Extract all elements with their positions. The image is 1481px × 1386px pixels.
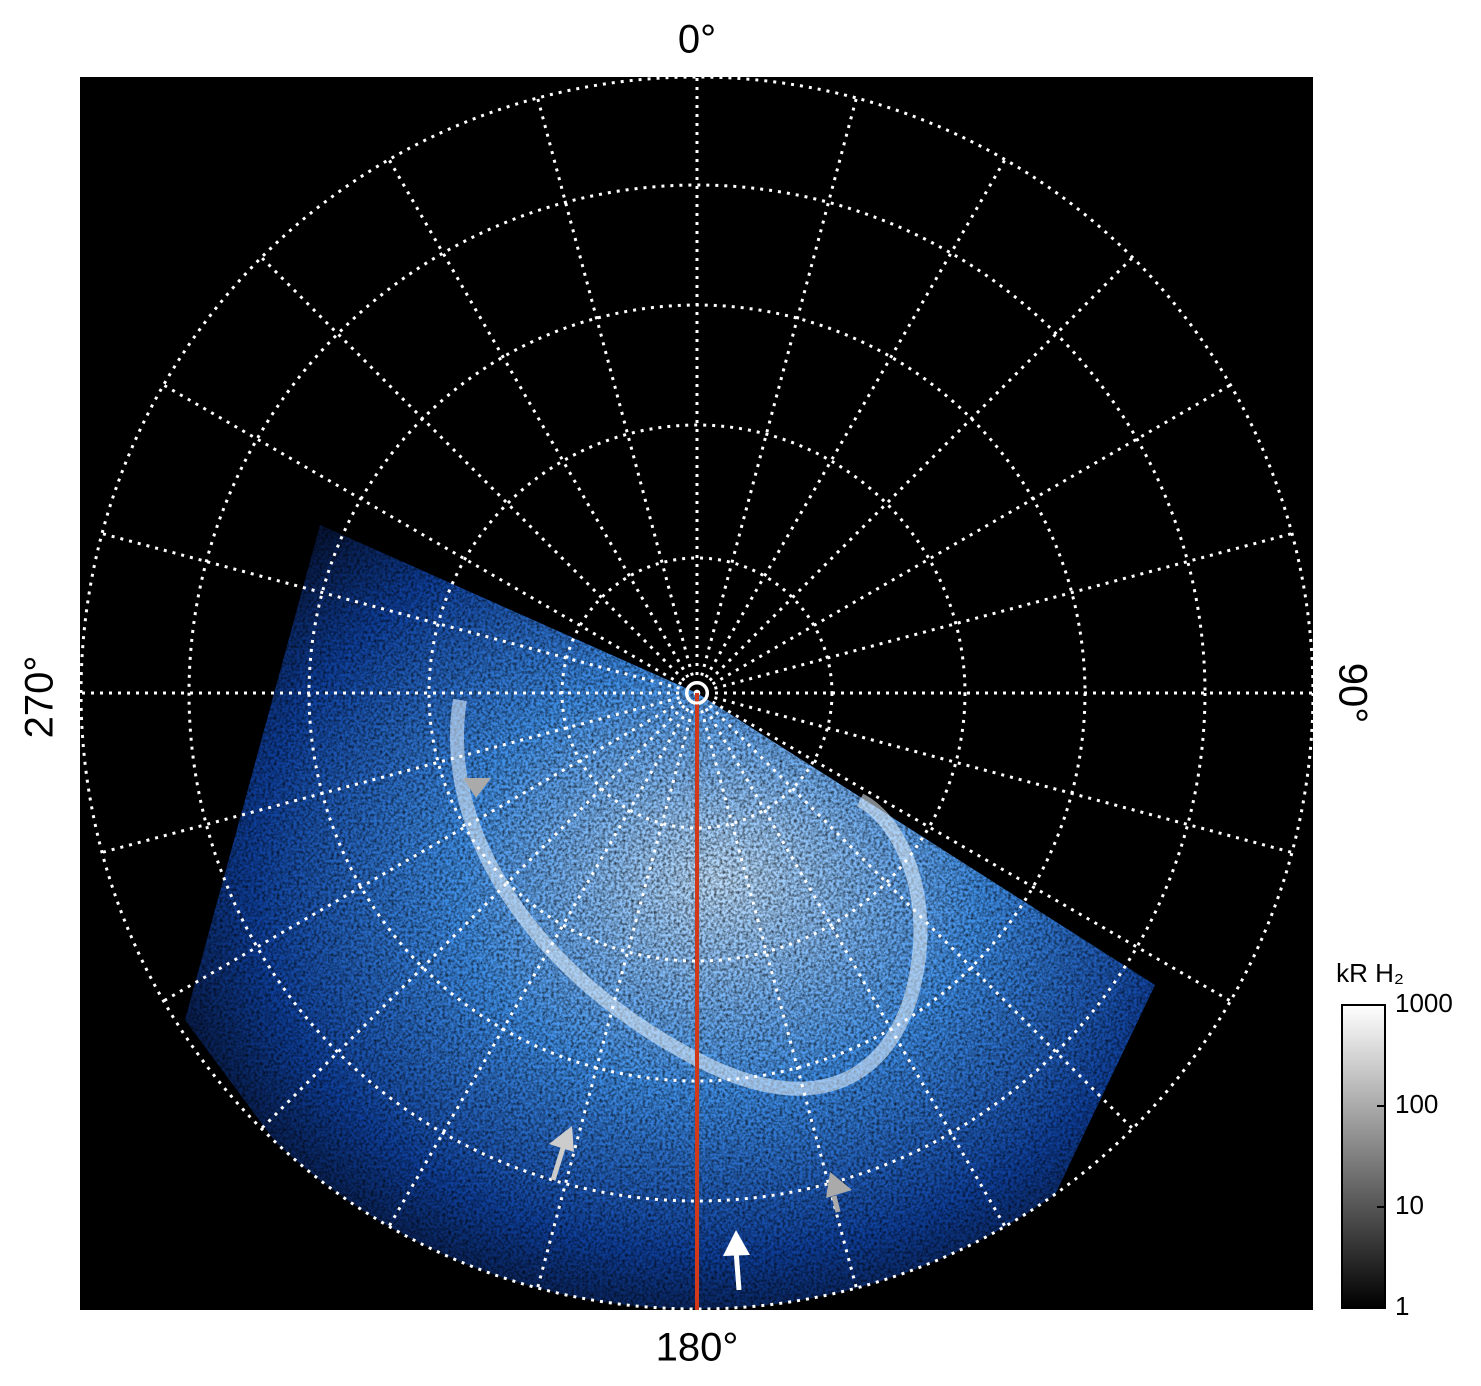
grid-spoke [695, 691, 1134, 1130]
grid-ring [80, 77, 1313, 1310]
grid-spoke [696, 691, 1232, 1003]
grid-spoke [695, 97, 858, 694]
colorbar-tick-label: 100 [1395, 1089, 1438, 1119]
grid-spoke [162, 383, 698, 695]
aurora-noise [185, 525, 1155, 1309]
grid-spoke [260, 256, 699, 695]
grid-ring [427, 423, 967, 963]
pole-marker [685, 681, 709, 705]
grid-spoke [101, 691, 698, 854]
arrows [463, 778, 852, 1291]
grid-spoke [695, 256, 1134, 695]
label-top: 0° [678, 18, 716, 62]
grid-spoke [101, 532, 698, 695]
grid-spoke [260, 691, 699, 1130]
label-bottom: 180° [656, 1326, 739, 1370]
colorbar-tick-label: 10 [1395, 1190, 1424, 1220]
colorbar-tick-label: 1000 [1395, 988, 1453, 1018]
colorbar-tick-label: 1 [1395, 1291, 1409, 1321]
grid-spoke [696, 532, 1293, 695]
grid-spoke [695, 692, 1007, 1228]
grid-spoke [696, 691, 1293, 854]
grid-spoke [387, 158, 699, 694]
grid-spoke [536, 97, 699, 694]
grid-ring [187, 183, 1207, 1203]
colorbar-label: kR H₂ [1336, 958, 1404, 988]
label-right: 90° [1330, 663, 1374, 724]
colorbar [1341, 1004, 1386, 1309]
auroral-oval [450, 698, 928, 1096]
grid-spoke [162, 691, 698, 1003]
grid-spoke [696, 383, 1232, 695]
grid-spoke [536, 692, 699, 1289]
grid-spoke [695, 158, 1007, 694]
grid-spoke [387, 692, 699, 1228]
label-left: 270° [18, 656, 62, 739]
